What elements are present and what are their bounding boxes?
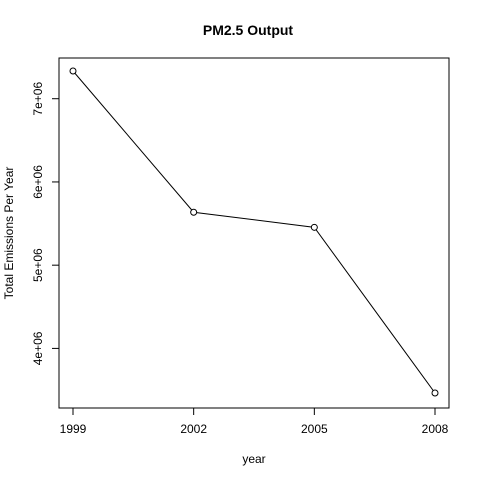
y-axis: 4e+06 5e+06 6e+06 7e+06 — [31, 82, 60, 365]
x-axis-title: year — [242, 452, 265, 466]
data-point — [190, 208, 198, 216]
x-tick-label: 2005 — [301, 422, 328, 436]
y-tick-label: 7e+06 — [31, 82, 45, 116]
y-tick-label: 4e+06 — [31, 331, 45, 365]
x-tick-label: 2002 — [180, 422, 207, 436]
series-line — [72, 70, 436, 394]
series-group — [69, 67, 439, 397]
y-tick-label: 5e+06 — [31, 248, 45, 282]
y-axis-title: Total Emissions Per Year — [2, 167, 16, 300]
x-axis: 1999 2002 2005 2008 — [60, 407, 449, 436]
plot-frame — [58, 57, 450, 409]
x-tick-label: 2008 — [422, 422, 449, 436]
chart-title: PM2.5 Output — [203, 22, 294, 38]
data-point — [69, 67, 77, 75]
data-point — [431, 389, 439, 397]
y-tick-label: 6e+06 — [31, 165, 45, 199]
x-tick-label: 1999 — [60, 422, 87, 436]
data-point — [310, 223, 318, 231]
